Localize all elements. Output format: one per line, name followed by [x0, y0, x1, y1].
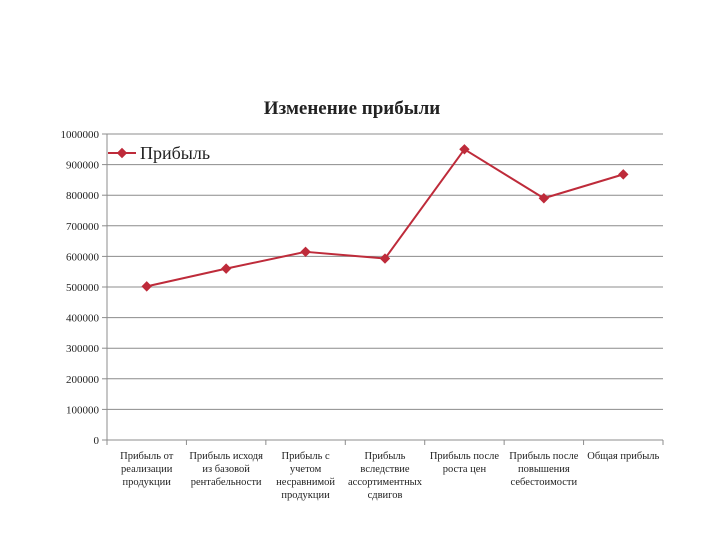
series-line: [146, 148, 624, 288]
x-tick-label-line: рентабельности: [191, 477, 262, 488]
y-tick-label: 900000: [66, 160, 100, 172]
data-point-marker: [538, 193, 550, 204]
y-tick-label: 800000: [66, 190, 100, 202]
legend-marker: [116, 147, 128, 159]
x-tick-label-line: Прибыль после: [430, 451, 500, 462]
y-tick-label: 1000000: [61, 129, 100, 141]
gridlines: [107, 133, 663, 410]
x-tick-label-line: из базовой: [202, 464, 250, 475]
x-axis-ticks: Прибыль от реализации продукции Прибыль исх…: [106, 440, 664, 501]
y-tick-label: 600000: [66, 251, 100, 263]
x-tick-label-line: Прибыль: [365, 451, 406, 462]
x-tick-label: Прибыль вследствие ассортиментных сдвигов: [348, 451, 423, 501]
x-tick-label-line: учетом: [290, 464, 322, 475]
x-tick-label: Общая прибыль: [587, 451, 659, 462]
y-tick-label: 0: [94, 435, 100, 447]
x-tick-label-line: себестоимости: [511, 477, 578, 488]
x-tick-label: Прибыль после повышения себестоимости: [509, 451, 579, 488]
chart-title: Изменение прибыли: [264, 98, 440, 119]
x-tick-label-line: Прибыль исходя: [189, 451, 263, 462]
x-tick-label-line: ассортиментных: [348, 477, 423, 488]
x-tick-label: Прибыль от реализации продукции: [120, 451, 174, 488]
y-tick-label: 700000: [66, 221, 100, 233]
x-tick-label-line: Прибыль после: [509, 451, 579, 462]
y-tick-label: 100000: [66, 404, 100, 416]
x-tick-label-line: продукции: [123, 477, 172, 488]
legend-label: Прибыль: [140, 143, 210, 163]
x-tick-label-line: роста цен: [443, 464, 487, 475]
x-tick-label: Прибыль после роста цен: [430, 451, 500, 475]
x-tick-label-line: вследствие: [360, 464, 409, 475]
series-layer: [141, 144, 629, 292]
y-tick-label: 200000: [66, 374, 100, 386]
y-tick-label: 300000: [66, 343, 100, 355]
y-tick-label: 500000: [66, 282, 100, 294]
y-axis-ticks: 0 100000 200000 300000 400000 500000 600000 700…: [61, 129, 107, 447]
data-point-marker: [618, 169, 629, 180]
x-tick-label-line: несравнимой: [276, 477, 335, 488]
data-point-marker: [220, 263, 232, 274]
x-tick-label-line: Общая прибыль: [587, 451, 659, 462]
data-point-marker: [379, 253, 391, 264]
x-tick-label-line: Прибыль от: [120, 451, 174, 462]
x-tick-label-line: реализации: [121, 464, 173, 475]
x-tick-label-line: Прибыль с: [281, 451, 330, 462]
x-tick-label: Прибыль с учетом несравнимой продукции: [276, 451, 335, 501]
x-tick-label-line: сдвигов: [368, 490, 403, 501]
data-point-marker: [141, 281, 152, 292]
x-tick-label-line: продукции: [281, 490, 330, 501]
x-tick-label: Прибыль исходя из базовой рентабельности: [189, 451, 263, 488]
data-point-marker: [459, 144, 470, 155]
x-tick-label-line: повышения: [518, 464, 570, 475]
y-tick-label: 400000: [66, 313, 100, 325]
legend: Прибыль: [108, 143, 210, 163]
data-point-marker: [300, 246, 311, 258]
